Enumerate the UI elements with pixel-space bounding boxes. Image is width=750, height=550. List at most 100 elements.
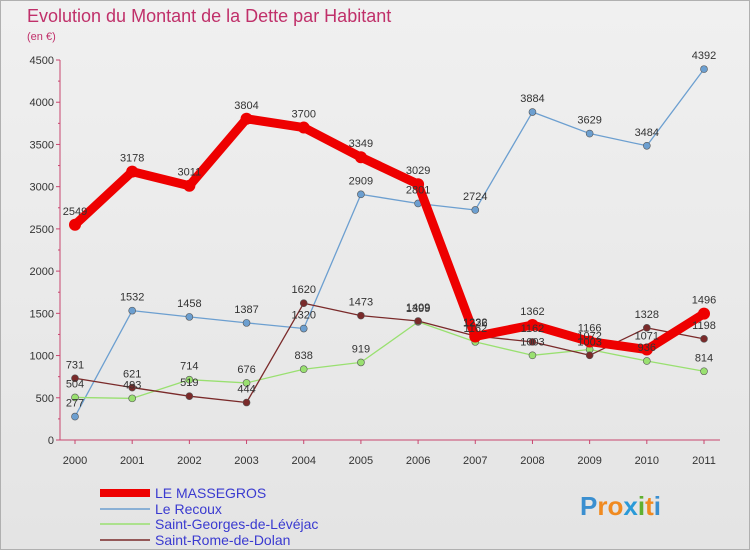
data-point	[583, 335, 596, 348]
x-tick-label: 2011	[692, 455, 716, 467]
x-tick-label: 2010	[635, 455, 659, 467]
data-label: 676	[237, 364, 255, 376]
data-point	[128, 306, 136, 315]
data-point	[126, 165, 139, 178]
data-label: 919	[352, 343, 370, 355]
data-label: 3484	[635, 127, 659, 139]
x-tick-label: 2009	[577, 455, 601, 467]
data-label: 1620	[291, 284, 315, 296]
y-tick-label: 2500	[30, 224, 54, 236]
data-point	[185, 392, 194, 400]
data-point	[185, 375, 194, 384]
series-line	[74, 302, 705, 404]
logo-letter: t	[645, 491, 654, 521]
x-tick-label: 2007	[463, 455, 487, 467]
proxiti-logo: Proxiti	[580, 491, 661, 521]
data-label: 1496	[692, 295, 716, 307]
data-point	[128, 383, 136, 392]
x-tick-label: 2000	[63, 455, 87, 467]
data-label: 2801	[406, 184, 430, 196]
logo-letter: o	[607, 491, 623, 521]
data-point	[640, 343, 653, 356]
data-point	[242, 319, 251, 327]
series-line	[71, 114, 707, 355]
logo-letter: i	[654, 491, 661, 521]
data-point	[299, 324, 308, 333]
y-tick-label: 4000	[30, 97, 54, 109]
data-point	[299, 299, 308, 308]
data-label: 2549	[63, 206, 87, 218]
y-tick-label: 1500	[30, 308, 54, 320]
data-point	[526, 318, 539, 331]
logo-letter: x	[623, 491, 638, 521]
data-point	[528, 108, 537, 116]
legend-label: Saint-Georges-de-Lévéjac	[155, 516, 318, 532]
logo-text: Proxiti	[580, 491, 661, 521]
data-label: 3349	[349, 138, 373, 150]
y-tick-label: 2000	[30, 266, 54, 278]
data-label: 3884	[520, 93, 544, 105]
data-label: 519	[180, 377, 198, 389]
chart-subtitle: (en €)	[27, 31, 56, 43]
data-point	[69, 218, 81, 231]
data-label: 838	[295, 350, 313, 362]
data-label: 2909	[349, 175, 373, 187]
legend-label: Le Recoux	[155, 501, 222, 517]
data-label: 1071	[635, 331, 659, 343]
data-point	[299, 365, 308, 374]
data-label: 714	[180, 361, 198, 373]
y-tick-label: 3500	[30, 139, 54, 151]
data-label: 1458	[177, 298, 201, 310]
data-point	[357, 190, 365, 199]
data-label: 1532	[120, 292, 144, 304]
x-tick-label: 2006	[406, 455, 430, 467]
data-label: 3629	[577, 115, 601, 127]
data-point	[643, 324, 651, 332]
data-point	[185, 313, 194, 321]
data-point	[471, 206, 480, 214]
chart-title: Evolution du Montant de la Dette par Hab…	[27, 6, 391, 26]
series-line	[74, 321, 705, 400]
data-label: 1399	[406, 303, 430, 315]
data-point	[242, 398, 251, 407]
data-label: 3804	[234, 100, 258, 112]
legend-label: Saint-Rome-de-Dolan	[155, 532, 290, 548]
data-point	[128, 394, 136, 403]
series-layer	[69, 65, 710, 421]
data-label: 814	[695, 352, 713, 364]
logo-letter: r	[597, 491, 607, 521]
data-point	[297, 121, 310, 134]
data-point	[354, 151, 367, 164]
data-label: 1162	[463, 323, 487, 335]
data-label: 1409	[406, 302, 430, 314]
data-label: 1387	[234, 304, 258, 316]
data-label: 3029	[406, 165, 430, 177]
x-tick-label: 2008	[520, 455, 544, 467]
data-label: 277	[66, 398, 84, 410]
y-tick-label: 500	[36, 393, 54, 405]
data-label: 1003	[520, 336, 544, 348]
x-tick-label: 2002	[177, 455, 201, 467]
x-tick-label: 2003	[234, 455, 258, 467]
data-point	[71, 393, 79, 402]
data-point	[240, 112, 253, 125]
data-point	[183, 179, 196, 192]
data-point	[700, 335, 708, 343]
data-label: 1320	[291, 310, 315, 322]
data-point	[643, 357, 651, 365]
data-point	[585, 129, 594, 138]
data-label: 4392	[692, 50, 716, 62]
data-point	[700, 367, 708, 376]
x-tick-label: 2004	[291, 455, 315, 467]
data-label: 3178	[120, 153, 144, 165]
data-point	[412, 178, 425, 191]
data-label: 1166	[578, 323, 602, 335]
data-point	[71, 374, 79, 383]
logo-letter: P	[580, 491, 597, 521]
data-point	[700, 65, 708, 73]
data-label: 504	[66, 378, 84, 390]
data-label: 1328	[635, 309, 659, 321]
